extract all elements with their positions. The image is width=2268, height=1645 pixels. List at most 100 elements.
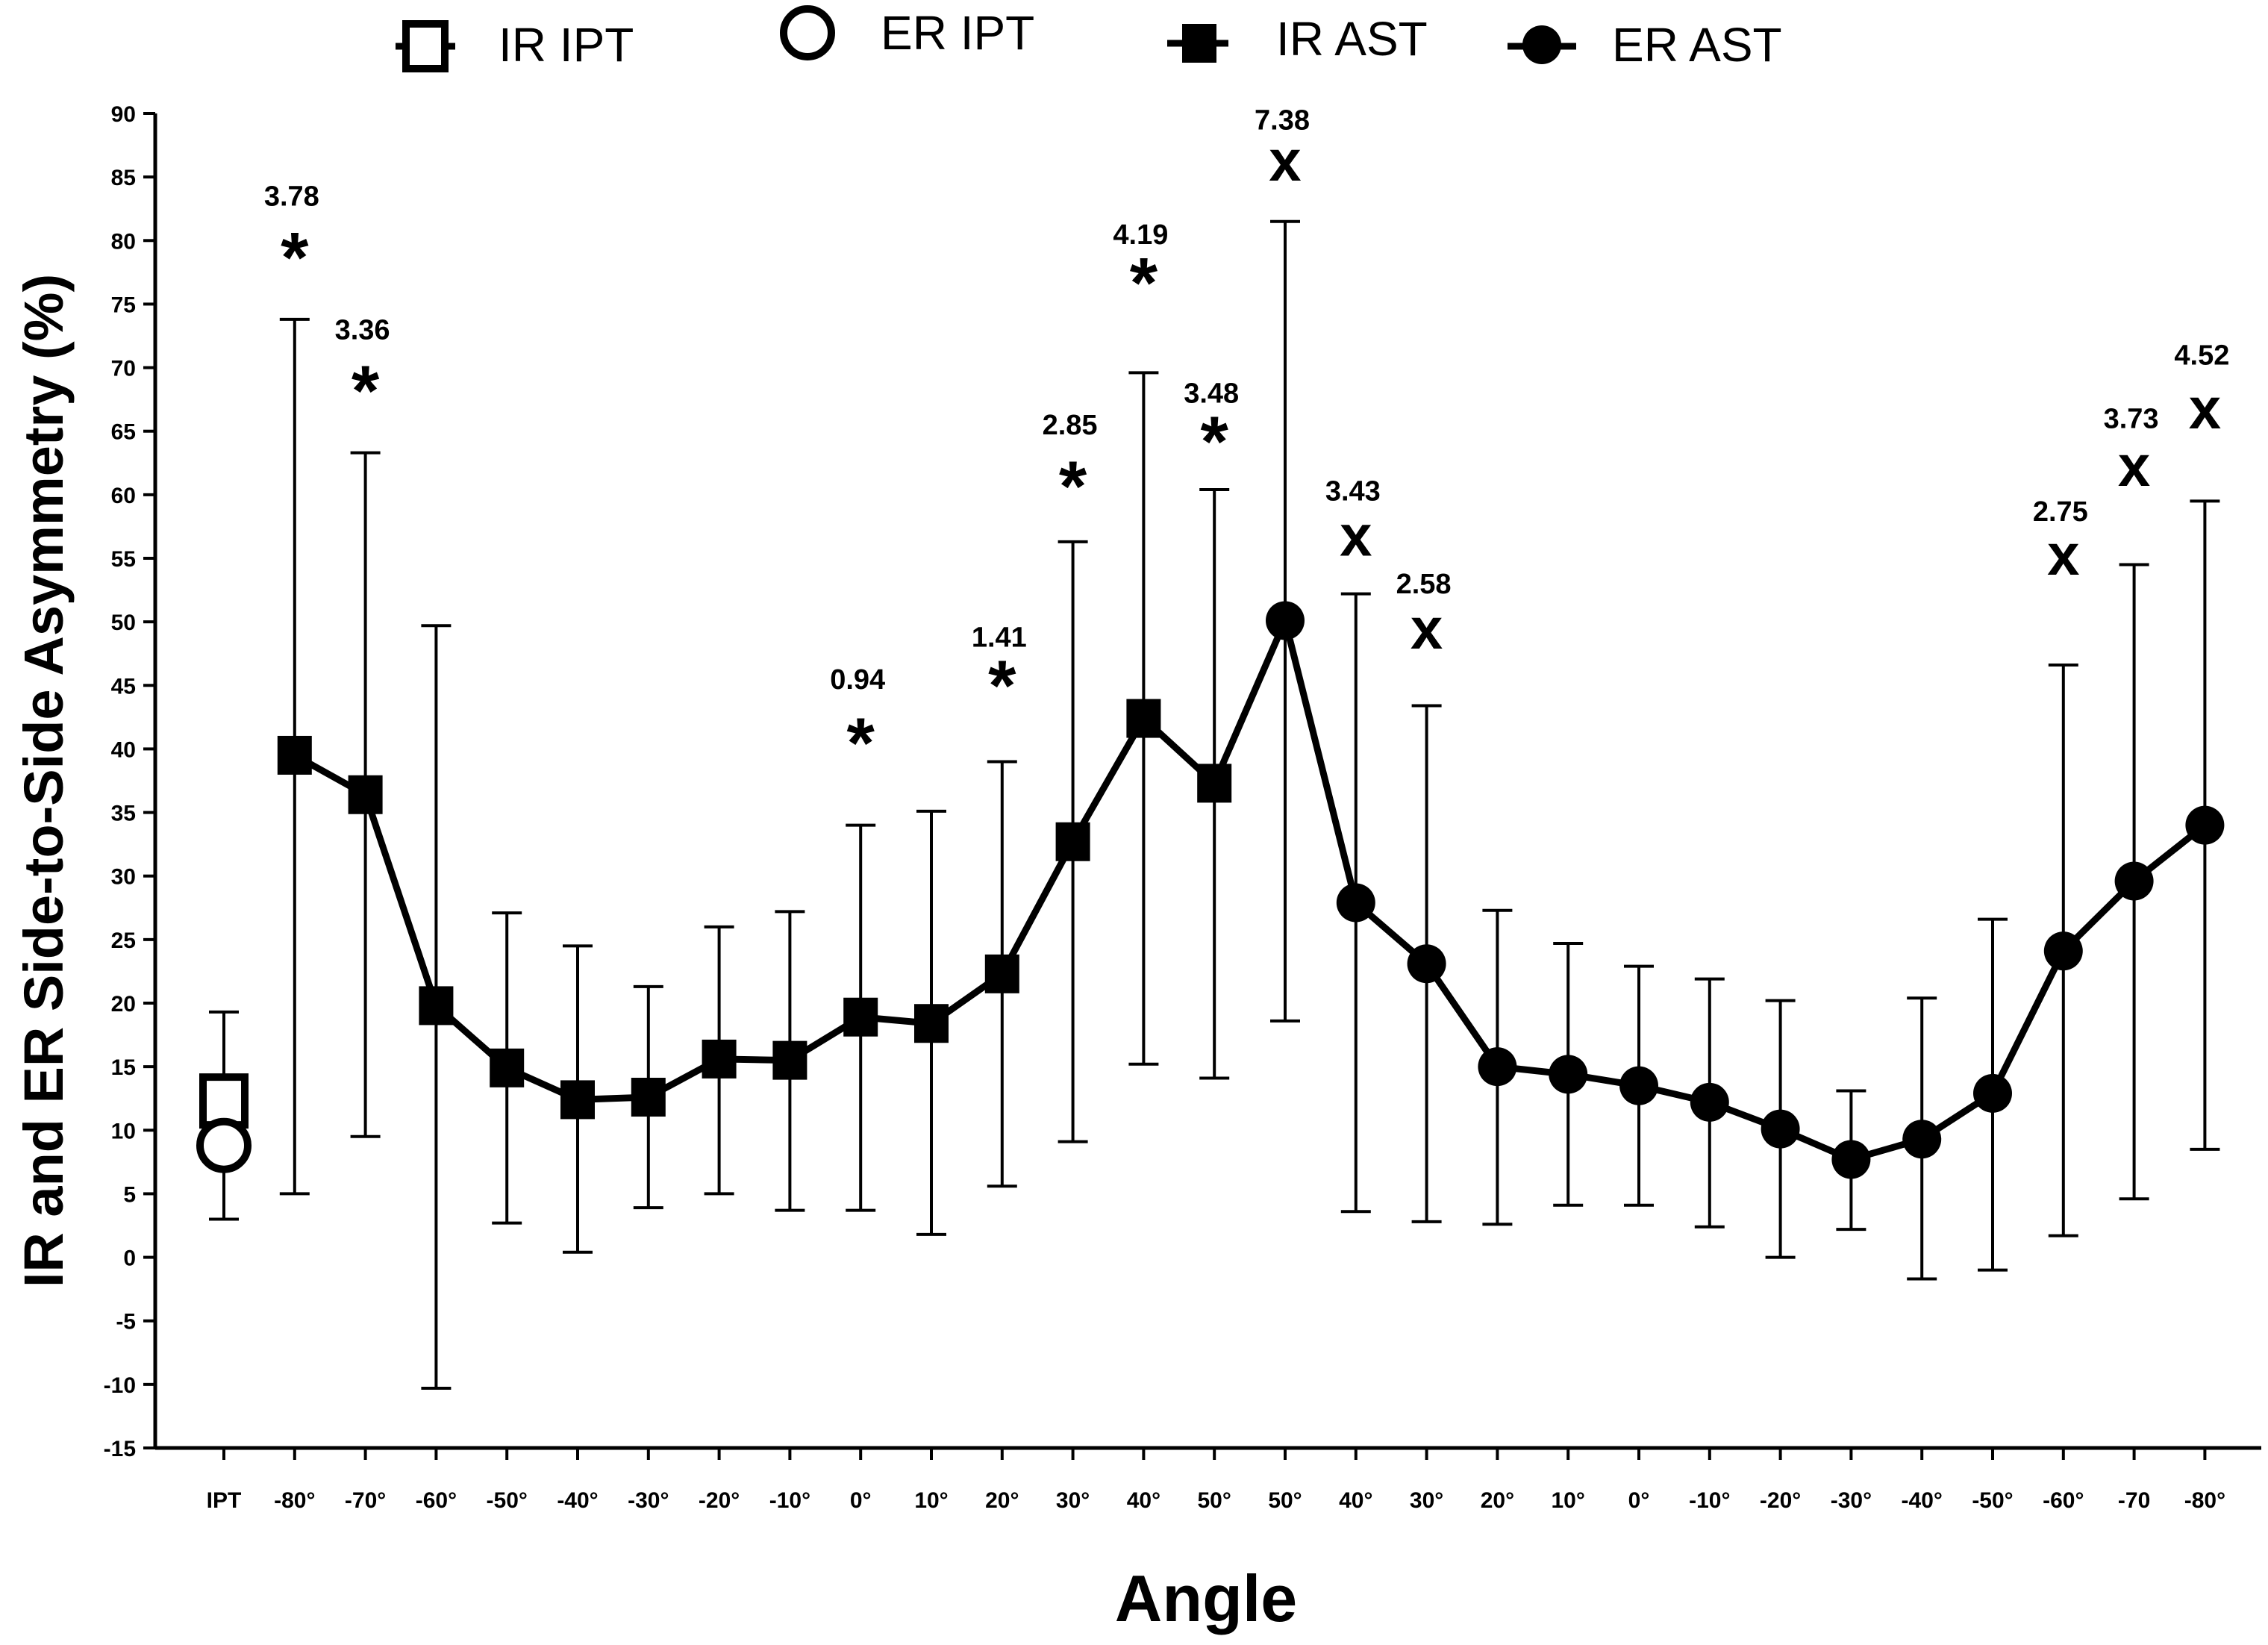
data-point-ir-ast <box>1126 699 1161 738</box>
x-tick-label: -70° <box>345 1488 386 1513</box>
y-tick-label: 90 <box>111 102 136 127</box>
significance-x-mark: x <box>2118 433 2150 499</box>
x-tick-label: 50° <box>1268 1488 1302 1513</box>
legend-label-er-ast: ER AST <box>1612 18 1782 72</box>
y-tick-label: 65 <box>111 420 136 445</box>
significance-asterisk: * <box>988 646 1016 726</box>
data-point-er-ast <box>1549 1055 1588 1094</box>
data-point-ir-ast <box>348 775 383 814</box>
x-tick-label: -80° <box>2184 1488 2225 1513</box>
y-tick-label: 25 <box>111 928 136 953</box>
annotation-value-label: 3.43 <box>1325 476 1381 508</box>
x-tick-label: -80° <box>274 1488 315 1513</box>
y-tick-label: 15 <box>111 1055 136 1080</box>
significance-asterisk: * <box>847 703 875 783</box>
significance-x-mark: x <box>1411 596 1443 661</box>
data-point-er-ipt <box>196 1117 252 1173</box>
annotation-value-label: 4.19 <box>1113 219 1168 251</box>
y-tick-label: -15 <box>104 1437 136 1461</box>
annotation-value-label: 2.58 <box>1396 569 1452 600</box>
x-tick-label: 0° <box>1628 1488 1650 1513</box>
significance-asterisk: * <box>1059 446 1087 526</box>
data-point-er-ast <box>1973 1073 2012 1113</box>
y-tick-label: 80 <box>111 229 136 254</box>
legend-label-er-ipt: ER IPT <box>881 6 1034 60</box>
annotation-value-label: 3.48 <box>1184 378 1239 410</box>
data-point-er-ast <box>1831 1140 1871 1179</box>
x-tick-label: -40° <box>557 1488 598 1513</box>
legend-item-ir-ipt: IR IPT <box>396 18 634 72</box>
y-tick-label: 75 <box>111 293 136 317</box>
x-tick-label: -10° <box>1689 1488 1730 1513</box>
x-tick-label: 0° <box>850 1488 872 1513</box>
data-point-ir-ast <box>631 1078 666 1117</box>
data-point-er-ast <box>2114 861 2154 901</box>
annotations: *3.78*3.36*0.94 *1.41*2.85*4.19*3.48x7.38… <box>264 105 2230 784</box>
data-point-ir-ast <box>914 1004 949 1043</box>
series-markers <box>196 601 2225 1179</box>
x-ticks: IPT -80° -70° -60° -50° -40° -30° -20° -10° 0° 10°… <box>207 1448 2225 1513</box>
x-tick-label: -70 <box>2118 1488 2150 1513</box>
significance-x-mark: x <box>2189 375 2221 441</box>
significance-asterisk: * <box>281 218 309 298</box>
legend-marker-open-circle <box>780 5 835 60</box>
y-tick-label: 20 <box>111 992 136 1017</box>
data-point-er-ast <box>1266 601 1305 640</box>
annotation-value-label: 2.75 <box>2033 496 2088 528</box>
annotation-value-label: 0.94 <box>830 664 885 696</box>
x-tick-label: -10° <box>769 1488 810 1513</box>
x-tick-label: 10° <box>1552 1488 1585 1513</box>
axes: -15 -10 -5 0 5 10 15 20 25 30 35 40 45 50 55 60 65 70 75 80… <box>104 102 2261 1513</box>
y-tick-label: 40 <box>111 737 136 762</box>
series-line-ast <box>293 617 2208 1163</box>
data-point-er-ast <box>2185 805 2225 845</box>
x-tick-label: 30° <box>1056 1488 1090 1513</box>
data-point-ir-ast <box>490 1048 525 1087</box>
y-tick-label: 5 <box>123 1182 136 1207</box>
data-point-er-ast <box>1336 883 1375 923</box>
x-tick-label: IPT <box>207 1488 242 1513</box>
x-tick-label: -40° <box>1902 1488 1943 1513</box>
x-tick-label: -30° <box>628 1488 669 1513</box>
x-tick-label: -60° <box>2043 1488 2084 1513</box>
x-tick-label: 40° <box>1127 1488 1160 1513</box>
annotation-value-label: 1.41 <box>972 622 1027 654</box>
x-tick-label: -20° <box>1760 1488 1801 1513</box>
y-tick-label: -5 <box>116 1310 136 1335</box>
x-tick-label: -30° <box>1831 1488 1872 1513</box>
y-tick-label: 55 <box>111 547 136 572</box>
annotation-value-label: 3.36 <box>335 314 390 346</box>
data-point-er-ast <box>2043 931 2083 971</box>
significance-asterisk: * <box>1130 243 1158 323</box>
y-tick-label: -10 <box>104 1373 136 1398</box>
y-tick-label: 35 <box>111 802 136 826</box>
data-point-ir-ast <box>419 986 454 1026</box>
y-axis-title: IR and ER Side-to-Side Asymmetry (%) <box>13 274 75 1287</box>
data-point-er-ast <box>1407 944 1446 984</box>
significance-asterisk: * <box>352 352 380 431</box>
data-point-er-ast <box>1761 1109 1800 1149</box>
significance-x-mark: x <box>1340 502 1372 568</box>
x-axis-title: Angle <box>1115 1561 1297 1635</box>
legend-label-ir-ast: IR AST <box>1276 12 1428 66</box>
y-ticks: -15 -10 -5 0 5 10 15 20 25 30 35 40 45 50 55 60 65 70 75 80… <box>104 102 155 1461</box>
x-tick-label: 30° <box>1410 1488 1443 1513</box>
x-tick-label: -50° <box>487 1488 528 1513</box>
significance-asterisk: * <box>1201 402 1229 482</box>
x-tick-label: 20° <box>1481 1488 1514 1513</box>
x-tick-label: 50° <box>1198 1488 1231 1513</box>
data-point-er-ast <box>1690 1082 1729 1122</box>
annotation-value-label: 7.38 <box>1255 105 1310 137</box>
significance-x-mark: x <box>2047 522 2079 587</box>
legend: IR IPT ER IPT IR AST ER AST <box>396 5 1782 72</box>
y-tick-label: 45 <box>111 674 136 699</box>
x-tick-label: -60° <box>416 1488 457 1513</box>
series-lines <box>293 617 2208 1163</box>
data-point-ir-ast <box>984 954 1019 993</box>
x-tick-label: -50° <box>1972 1488 2013 1513</box>
y-tick-label: 70 <box>111 357 136 381</box>
legend-marker-filled-circle <box>1522 25 1561 64</box>
data-point-ir-ast <box>772 1040 807 1080</box>
legend-label-ir-ipt: IR IPT <box>499 18 634 72</box>
